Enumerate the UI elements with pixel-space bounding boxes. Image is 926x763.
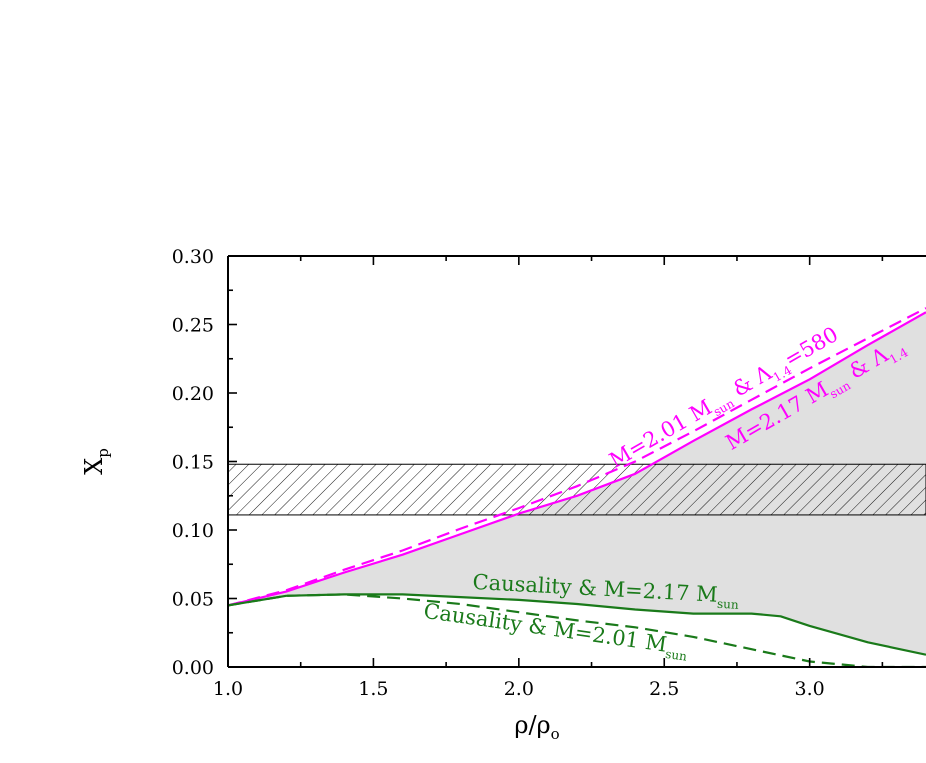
- x-tick-label: 2.5: [649, 678, 679, 700]
- series-line-0: [228, 311, 926, 607]
- hatched-band: [228, 463, 926, 516]
- x-tick-label: 2.0: [504, 678, 534, 700]
- x-tick-label: 1.0: [213, 678, 243, 700]
- y-tick-label: 0.15: [172, 452, 214, 474]
- annotation-part: sun: [664, 647, 688, 664]
- annotation-part: sun: [717, 597, 740, 612]
- x-tick-label: 3.0: [795, 678, 825, 700]
- y-tick-label: 0.20: [172, 383, 214, 405]
- annotation-part: =580: [780, 322, 842, 372]
- y-tick-label: 0.30: [172, 246, 214, 268]
- x-tick-label: 1.5: [358, 678, 388, 700]
- y-tick-label: 0.05: [172, 589, 214, 611]
- y-tick-label: 0.00: [172, 657, 214, 679]
- annotation-part: & Λ: [723, 360, 777, 405]
- axis-labels-group: ρ/ρo Xp: [80, 448, 560, 743]
- x-axis-title: ρ/ρo: [514, 711, 559, 743]
- x-axis-title-sub: o: [551, 725, 560, 743]
- y-axis-title-base: X: [80, 458, 108, 475]
- x-axis-title-base: ρ/ρ: [514, 711, 550, 739]
- y-tick-label: 0.10: [172, 520, 214, 542]
- shaded-region: [228, 312, 926, 655]
- y-axis-title-sub: p: [94, 448, 112, 458]
- series-line-1: [228, 307, 926, 607]
- axes-group: 1.0 1.5 2.0 2.5 3.0 0.00 0.05 0.10 0.15 0.20 0.25 0…: [172, 246, 926, 700]
- y-axis-title: Xp: [80, 448, 112, 475]
- y-tick-label: 0.25: [172, 315, 214, 337]
